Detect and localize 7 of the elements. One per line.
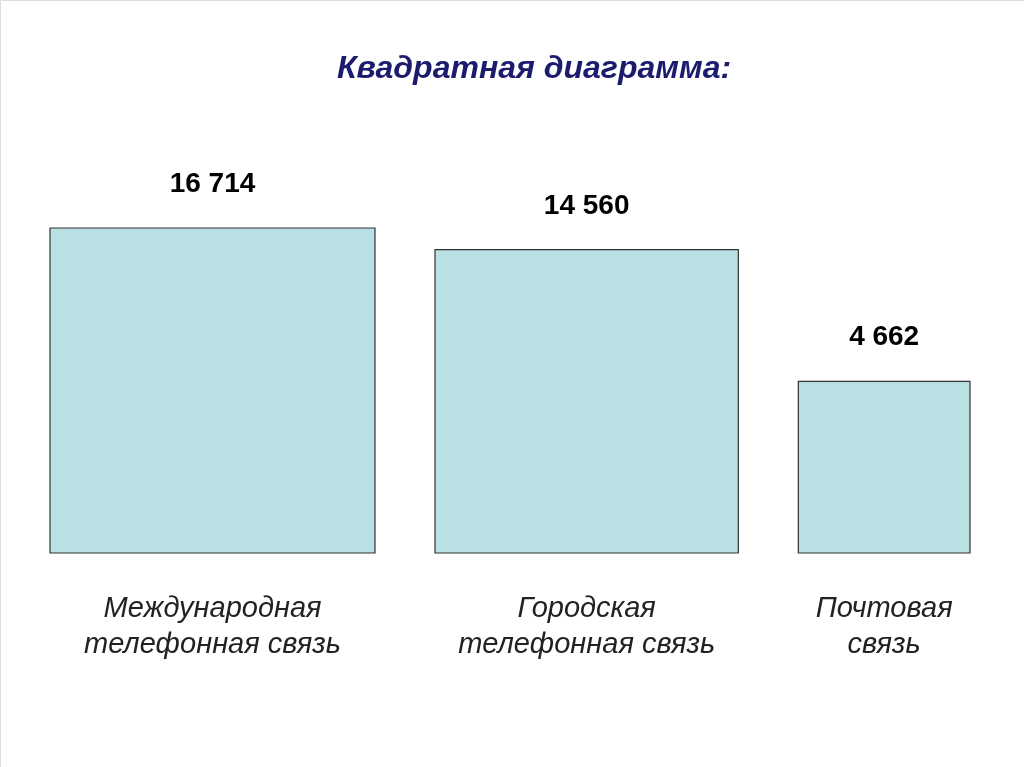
data-label: 16 714 <box>169 167 256 198</box>
category-label: Международная телефонная связь <box>84 591 341 659</box>
category-label: Почтовая связь <box>815 591 953 659</box>
text: Квадратная диаграмма: <box>336 49 732 85</box>
category-label: Городская телефонная связь <box>458 591 716 659</box>
data-label: 4 662 <box>849 320 920 352</box>
data-label: 14 560 <box>543 188 630 220</box>
